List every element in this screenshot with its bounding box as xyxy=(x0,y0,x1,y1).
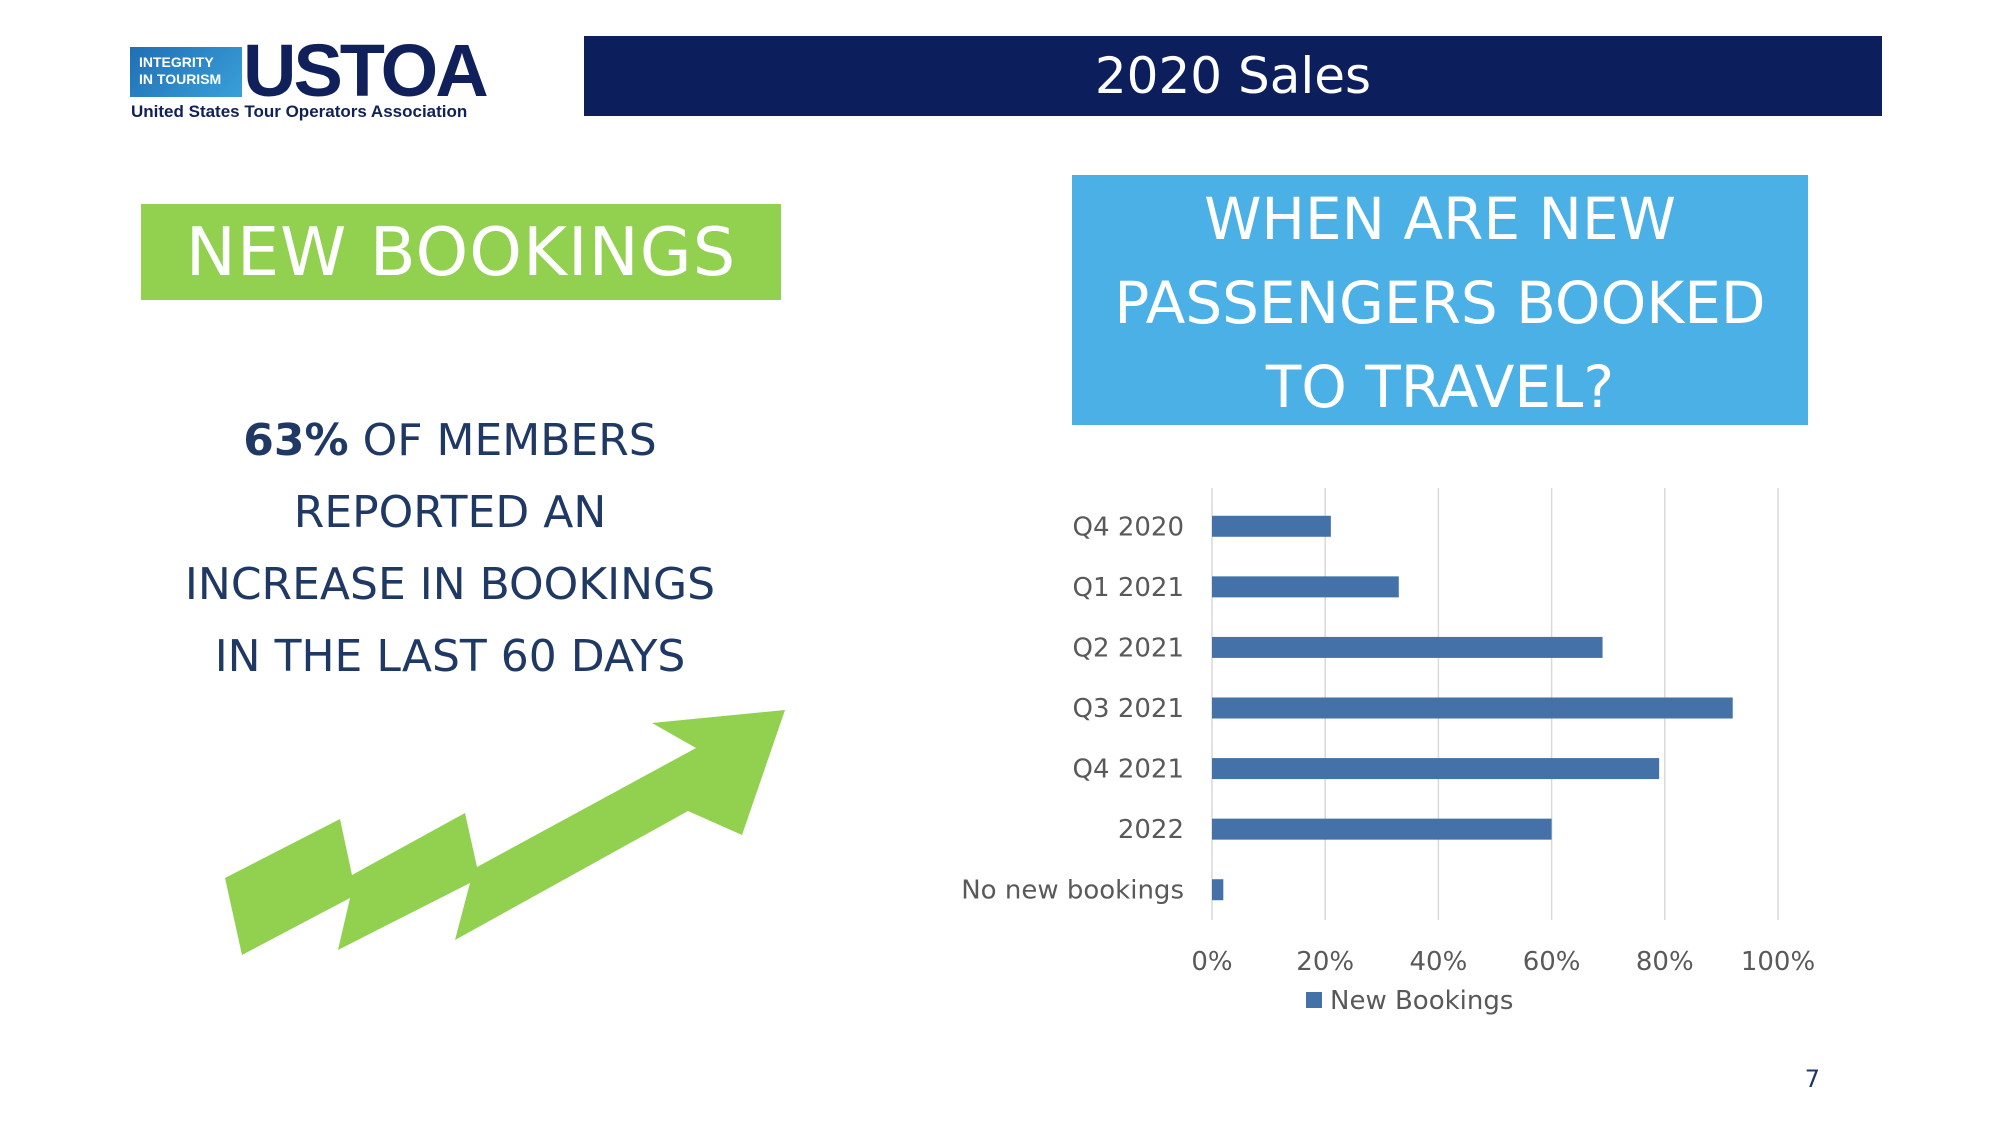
category-label-1: Q1 2021 xyxy=(1073,573,1184,603)
new-bookings-heading: NEW BOOKINGS xyxy=(141,204,781,300)
logo-badge-line2: IN TOURISM xyxy=(139,71,222,87)
bookings-stat: 63% OF MEMBERS REPORTED AN INCREASE IN B… xyxy=(130,405,770,693)
ustoa-logo: INTEGRITY IN TOURISM USTOA United States… xyxy=(130,34,505,127)
stat-line-1-rest: OF MEMBERS xyxy=(348,415,657,466)
bar-3 xyxy=(1212,697,1733,719)
logo-badge: INTEGRITY IN TOURISM xyxy=(130,47,242,97)
logo-wordmark: USTOA xyxy=(243,29,489,112)
stat-line-2: REPORTED AN xyxy=(293,487,607,538)
x-tick-label-1: 20% xyxy=(1296,947,1354,977)
page-number: 7 xyxy=(1804,1065,1820,1093)
legend-swatch xyxy=(1306,992,1322,1008)
bar-4 xyxy=(1212,758,1660,780)
category-label-6: No new bookings xyxy=(961,876,1184,906)
stat-line-4: IN THE LAST 60 DAYS xyxy=(214,631,686,682)
category-label-4: Q4 2021 xyxy=(1073,755,1184,785)
x-tick-label-2: 40% xyxy=(1410,947,1468,977)
bar-0 xyxy=(1212,515,1331,537)
x-tick-label-0: 0% xyxy=(1191,947,1232,977)
travel-timing-bar-chart: Q4 2020 Q1 2021 Q2 2021 Q3 2021 Q4 2021 2022 N… xyxy=(961,488,1815,1016)
category-label-3: Q3 2021 xyxy=(1073,694,1184,724)
category-label-0: Q4 2020 xyxy=(1073,512,1184,542)
logo-subtitle: United States Tour Operators Association xyxy=(131,102,468,121)
stat-line-3: INCREASE IN BOOKINGS xyxy=(184,559,716,610)
legend-label: New Bookings xyxy=(1330,986,1513,1016)
question-line-1: WHEN ARE NEW xyxy=(1204,185,1676,253)
question-line-3: TO TRAVEL? xyxy=(1265,353,1615,421)
x-tick-label-3: 60% xyxy=(1523,947,1581,977)
slide-title: 2020 Sales xyxy=(584,36,1882,116)
bar-2 xyxy=(1212,636,1603,658)
chart-question-heading: WHEN ARE NEW PASSENGERS BOOKED TO TRAVEL… xyxy=(1072,175,1808,425)
bar-1 xyxy=(1212,576,1399,598)
category-label-2: Q2 2021 xyxy=(1073,633,1184,663)
trend-up-arrow-icon xyxy=(225,710,785,955)
question-line-2: PASSENGERS BOOKED xyxy=(1114,269,1766,337)
category-label-5: 2022 xyxy=(1118,815,1184,845)
x-tick-label-5: 100% xyxy=(1741,947,1815,977)
x-tick-label-4: 80% xyxy=(1636,947,1694,977)
logo-badge-line1: INTEGRITY xyxy=(139,54,214,70)
bar-6 xyxy=(1212,879,1224,901)
bar-5 xyxy=(1212,818,1552,840)
stat-line-1: 63% OF MEMBERS xyxy=(130,405,770,477)
stat-percent: 63% xyxy=(243,415,349,466)
